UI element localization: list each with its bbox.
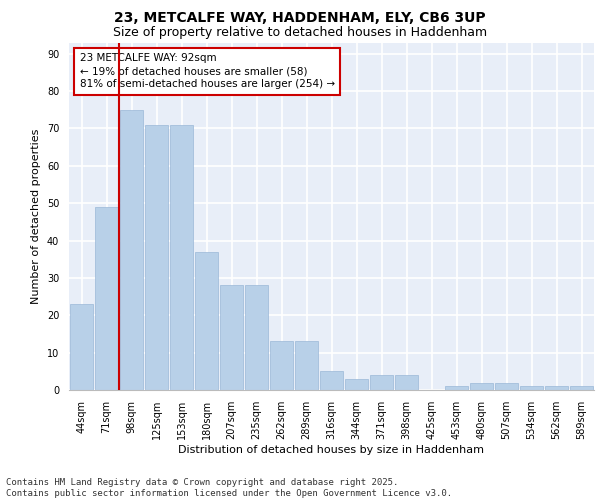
Bar	[195, 252, 218, 390]
Bar	[270, 342, 293, 390]
Text: Contains HM Land Registry data © Crown copyright and database right 2025.
Contai: Contains HM Land Registry data © Crown c…	[6, 478, 452, 498]
Bar	[395, 375, 418, 390]
Bar	[70, 304, 93, 390]
Bar	[220, 286, 243, 390]
Bar	[295, 342, 318, 390]
Bar	[545, 386, 568, 390]
Bar	[495, 382, 518, 390]
Bar	[570, 386, 593, 390]
Bar	[445, 386, 468, 390]
Text: 23 METCALFE WAY: 92sqm
← 19% of detached houses are smaller (58)
81% of semi-det: 23 METCALFE WAY: 92sqm ← 19% of detached…	[79, 53, 335, 90]
Bar	[520, 386, 543, 390]
Bar	[170, 124, 193, 390]
Bar	[370, 375, 393, 390]
Text: Size of property relative to detached houses in Haddenham: Size of property relative to detached ho…	[113, 26, 487, 39]
Bar	[120, 110, 143, 390]
Bar	[145, 124, 168, 390]
Bar	[320, 372, 343, 390]
Text: 23, METCALFE WAY, HADDENHAM, ELY, CB6 3UP: 23, METCALFE WAY, HADDENHAM, ELY, CB6 3U…	[114, 12, 486, 26]
Y-axis label: Number of detached properties: Number of detached properties	[31, 128, 41, 304]
Bar	[345, 379, 368, 390]
Bar	[470, 382, 493, 390]
Bar	[95, 207, 118, 390]
X-axis label: Distribution of detached houses by size in Haddenham: Distribution of detached houses by size …	[179, 444, 485, 454]
Bar	[245, 286, 268, 390]
